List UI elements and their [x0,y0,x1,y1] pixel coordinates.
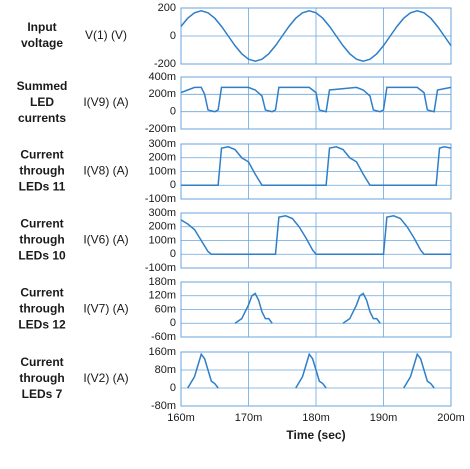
y-tick-label: 300m [148,138,176,150]
panel-title: LEDs 7 [22,387,63,401]
y-tick-label: 200 [158,2,176,14]
y-tick-label: -60m [151,331,176,343]
y-tick-label: 0 [170,106,176,118]
x-tick-label: 190m [370,412,398,424]
y-axis-label: I(V6) (A) [83,233,128,247]
y-axis-label: I(V8) (A) [83,164,128,178]
y-tick-label: 0 [170,382,176,394]
series-line [181,145,452,186]
x-tick-label: 170m [235,412,263,424]
panel-title: LEDs 10 [18,249,66,263]
x-tick-label: 160m [167,412,195,424]
panel-title: LED [30,95,54,109]
y-tick-label: 0 [170,248,176,260]
y-tick-label: 60m [155,303,176,315]
x-tick-label: 200m [437,412,465,424]
series-line [180,10,452,62]
panel-title: through [19,233,64,247]
x-axis-label: Time (sec) [286,428,345,442]
y-tick-label: -200 [154,58,176,70]
series-line [234,292,381,324]
y-tick-label: 100m [148,234,176,246]
y-tick-label: 100m [148,165,176,177]
panel-title: voltage [21,36,63,50]
y-tick-label: 200m [148,88,176,100]
panel-title: Current [20,355,63,369]
y-axis-label: V(1) (V) [85,28,127,42]
panel-title: currents [18,111,66,125]
panel-title: through [19,302,64,316]
y-tick-label: 120m [148,290,176,302]
y-axis-label: I(V7) (A) [83,302,128,316]
y-tick-label: -100m [145,193,176,205]
y-tick-label: -200m [145,123,176,135]
y-tick-label: -100m [145,262,176,274]
series-line [180,214,451,255]
panel-title: Current [20,217,63,231]
y-tick-label: 300m [148,207,176,219]
y-tick-label: -80m [151,400,176,412]
panel-title: Current [20,286,63,300]
y-tick-label: 0 [170,179,176,191]
y-tick-label: 200m [148,152,176,164]
panel-title: Current [20,148,63,162]
panel-title: LEDs 12 [18,318,66,332]
y-axis-label: I(V2) (A) [83,371,128,385]
y-tick-label: 400m [148,71,176,83]
series-line [180,86,452,113]
y-tick-label: 0 [170,317,176,329]
panel-title: LEDs 11 [19,180,66,194]
x-tick-label: 180m [302,412,330,424]
panel-title: Input [27,20,56,34]
y-tick-label: 160m [148,346,176,358]
y-tick-label: 0 [170,30,176,42]
panel-title: through [19,164,64,178]
y-tick-label: 200m [148,221,176,233]
y-axis-label: I(V9) (A) [83,95,128,109]
series-line [187,352,435,389]
panel-title: Summed [17,79,68,93]
panel-title: through [19,371,64,385]
y-tick-label: 180m [148,276,176,288]
y-tick-label: 80m [155,364,176,376]
